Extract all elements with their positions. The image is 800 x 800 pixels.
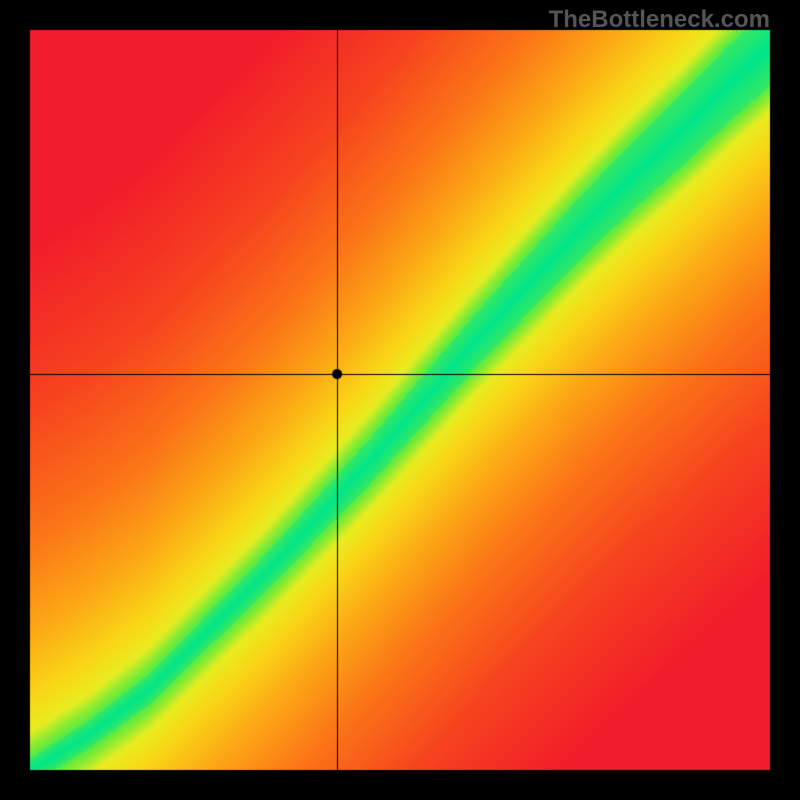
heatmap-canvas	[0, 0, 800, 800]
chart-container: TheBottleneck.com	[0, 0, 800, 800]
watermark-text: TheBottleneck.com	[549, 6, 770, 34]
